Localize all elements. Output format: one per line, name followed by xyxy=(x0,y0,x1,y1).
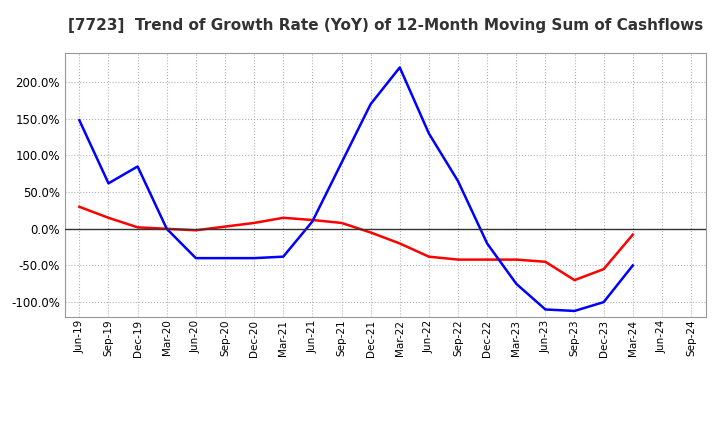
Free Cashflow xyxy=(279,254,287,259)
Operating Cashflow xyxy=(220,224,229,229)
Operating Cashflow xyxy=(250,220,258,226)
Free Cashflow xyxy=(483,241,492,246)
Free Cashflow xyxy=(133,164,142,169)
Free Cashflow xyxy=(250,256,258,261)
Free Cashflow xyxy=(192,256,200,261)
Operating Cashflow xyxy=(425,254,433,259)
Free Cashflow xyxy=(512,281,521,286)
Free Cashflow xyxy=(541,307,550,312)
Free Cashflow xyxy=(104,181,113,186)
Text: [7723]  Trend of Growth Rate (YoY) of 12-Month Moving Sum of Cashflows: [7723] Trend of Growth Rate (YoY) of 12-… xyxy=(68,18,703,33)
Operating Cashflow xyxy=(163,226,171,231)
Operating Cashflow xyxy=(629,232,637,237)
Operating Cashflow xyxy=(454,257,462,262)
Free Cashflow xyxy=(570,308,579,314)
Operating Cashflow xyxy=(541,259,550,264)
Line: Operating Cashflow: Operating Cashflow xyxy=(79,207,633,280)
Free Cashflow xyxy=(454,179,462,184)
Operating Cashflow xyxy=(337,220,346,226)
Operating Cashflow xyxy=(192,227,200,233)
Operating Cashflow xyxy=(104,215,113,220)
Free Cashflow xyxy=(629,263,637,268)
Free Cashflow xyxy=(163,226,171,231)
Free Cashflow xyxy=(308,219,317,224)
Free Cashflow xyxy=(425,131,433,136)
Line: Free Cashflow: Free Cashflow xyxy=(79,67,633,311)
Free Cashflow xyxy=(366,102,375,107)
Operating Cashflow xyxy=(395,241,404,246)
Operating Cashflow xyxy=(366,230,375,235)
Operating Cashflow xyxy=(308,217,317,223)
Free Cashflow xyxy=(75,117,84,123)
Free Cashflow xyxy=(599,300,608,305)
Operating Cashflow xyxy=(599,267,608,272)
Operating Cashflow xyxy=(483,257,492,262)
Operating Cashflow xyxy=(75,204,84,209)
Operating Cashflow xyxy=(279,215,287,220)
Operating Cashflow xyxy=(512,257,521,262)
Operating Cashflow xyxy=(570,278,579,283)
Free Cashflow xyxy=(220,256,229,261)
Operating Cashflow xyxy=(133,225,142,230)
Free Cashflow xyxy=(395,65,404,70)
Free Cashflow xyxy=(337,160,346,165)
